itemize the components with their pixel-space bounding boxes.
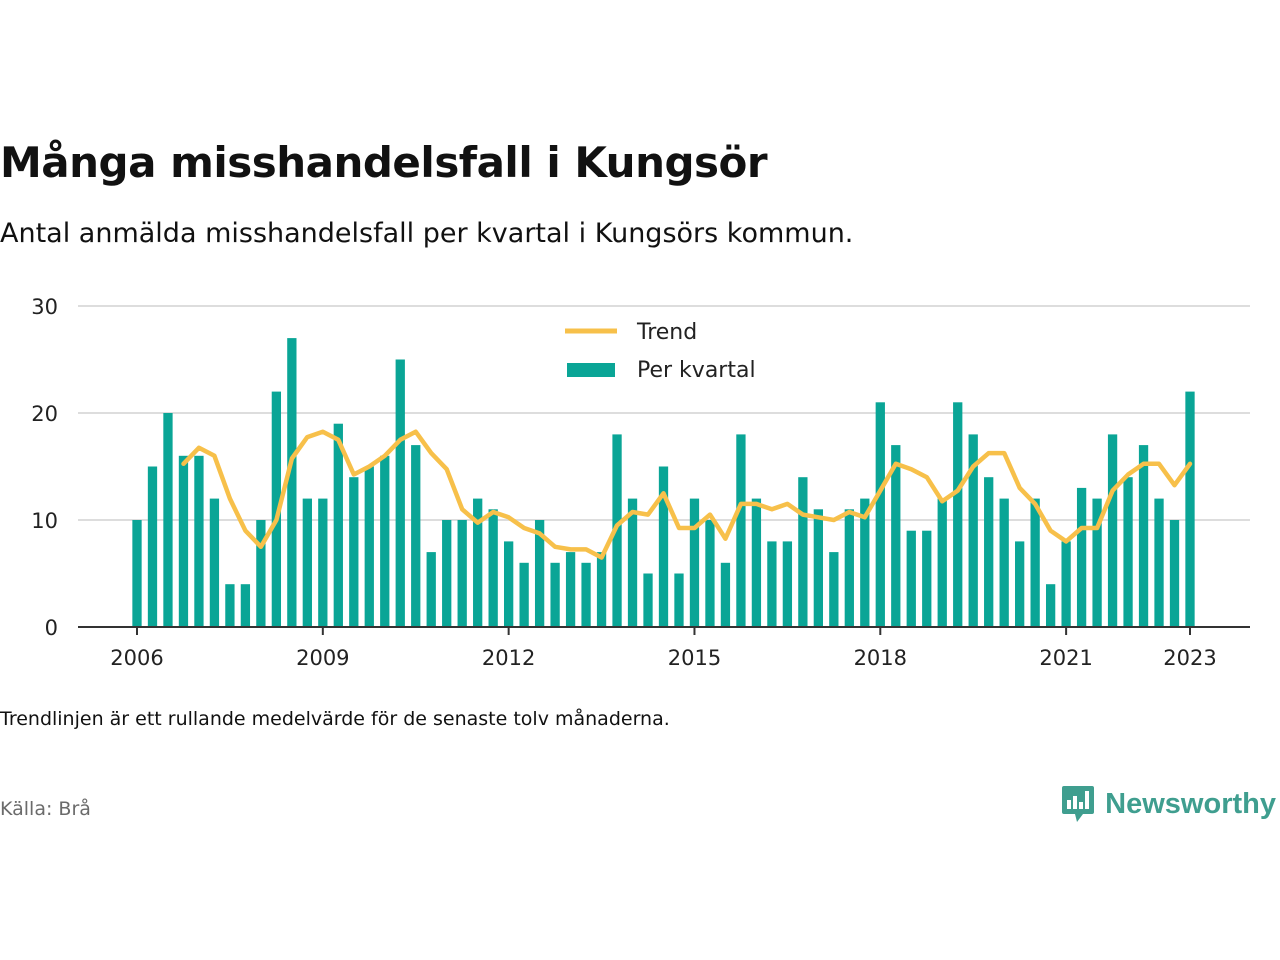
bar [813,509,823,627]
trend-series [181,429,1193,560]
brand-name: Newsworthy [1105,787,1276,820]
bar [643,573,653,627]
bar [534,520,545,627]
y-axis-ticks: 0 10 20 30 [31,295,58,640]
bar [1045,584,1056,627]
bar [178,455,189,627]
bar [364,466,374,627]
bar [395,359,405,627]
bar-chart-speech-bubble-icon [1062,786,1095,822]
bar [209,498,220,627]
bar [658,466,669,627]
brand-logo: Newsworthy [1061,784,1276,824]
bar [767,541,777,627]
bar [581,562,591,627]
legend-label-per-kvartal: Per kvartal [637,358,756,383]
bar [1107,434,1118,627]
bar [689,498,700,627]
bar-series [132,338,1195,627]
bar [627,498,638,627]
bar [287,338,297,627]
x-tick-label: 2021 [1039,646,1092,670]
x-tick-label: 2023 [1163,646,1216,670]
legend: Trend Per kvartal [565,320,756,383]
x-axis-ticks: 2006 2009 2012 2015 2018 2021 2023 [110,627,1217,670]
y-tick-label: 20 [31,402,58,426]
bar [302,498,312,627]
bar [736,434,746,627]
bar [720,562,731,627]
bar [550,562,560,627]
bar [596,552,607,627]
chart-subtitle: Antal anmälda misshandelsfall per kvarta… [0,218,854,249]
bar [519,562,529,627]
y-tick-label: 0 [45,616,58,640]
bar [1154,498,1164,627]
bar [225,584,235,627]
bar [1015,541,1025,627]
bar [937,498,947,627]
bar [875,402,885,627]
bar [1123,477,1133,627]
bar [1076,487,1087,627]
bar [333,423,343,627]
bar [147,466,158,627]
bar [1169,520,1180,627]
bar [473,498,483,627]
trend-line [181,429,1193,560]
bar [1092,498,1102,627]
chart-title: Många misshandelsfall i Kungsör [0,138,768,187]
bar [953,402,963,627]
bar [426,552,436,627]
y-tick-label: 10 [31,509,58,533]
bar [380,455,390,627]
bar [1061,541,1071,627]
bar [705,520,715,627]
legend-swatch-per-kvartal [567,363,615,377]
bar [891,445,901,627]
chart-source: Källa: Brå [0,798,91,820]
legend-label-trend: Trend [636,320,697,345]
bar [411,445,421,627]
x-tick-label: 2012 [482,646,535,670]
bar [163,413,173,627]
bar [318,498,328,627]
y-tick-label: 30 [31,295,58,319]
bar [844,509,854,627]
bar [968,434,978,627]
bar [1138,445,1149,627]
bar [442,520,452,627]
bar [1185,391,1195,627]
bar [829,552,839,627]
bar [488,509,498,627]
bar [860,498,870,627]
bar [751,498,762,627]
bar [349,477,359,627]
chart-note: Trendlinjen är ett rullande medelvärde f… [0,708,670,730]
bar [782,541,793,627]
bar [457,520,467,627]
bar [906,530,916,627]
bar [271,391,282,627]
bar [999,498,1009,627]
bar [240,584,251,627]
bar [674,573,684,627]
x-tick-label: 2006 [110,646,163,670]
x-tick-label: 2009 [296,646,349,670]
x-tick-label: 2015 [668,646,721,670]
bar [984,477,994,627]
bar [132,520,142,627]
bar [612,434,622,627]
x-tick-label: 2018 [854,646,907,670]
bar [565,552,576,627]
bar [922,530,932,627]
bar [504,541,514,627]
bar [1030,498,1040,627]
bar [194,455,204,627]
bar [256,520,266,627]
bar [798,477,808,627]
